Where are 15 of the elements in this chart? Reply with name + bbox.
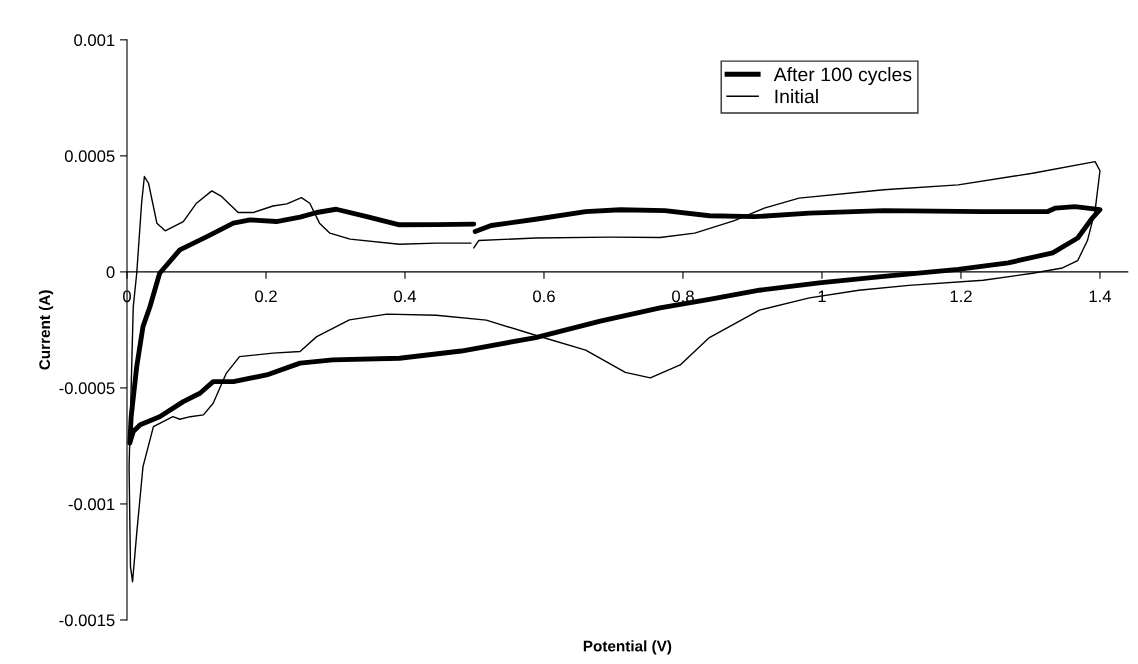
x-tick-label: 1.4 bbox=[1089, 290, 1112, 303]
x-tick-label: 0.2 bbox=[255, 290, 277, 303]
y-tick-label: 0 bbox=[106, 266, 115, 279]
x-tick-label: 0.6 bbox=[533, 290, 555, 303]
y-axis-title: Current (A) bbox=[38, 290, 54, 370]
legend-label: Initial bbox=[775, 89, 818, 104]
x-axis-title: Potential (V) bbox=[583, 640, 672, 655]
y-tick-label: 0.001 bbox=[74, 34, 115, 47]
x-tick-label: 0.4 bbox=[394, 290, 417, 303]
y-tick-label: -0.001 bbox=[68, 498, 115, 511]
y-tick-label: 0.0005 bbox=[64, 150, 115, 163]
y-tick-label: -0.0015 bbox=[59, 614, 115, 627]
x-tick-label: 1.2 bbox=[950, 290, 972, 303]
y-tick-label: -0.0005 bbox=[59, 382, 115, 395]
legend-label: After 100 cycles bbox=[773, 67, 912, 86]
